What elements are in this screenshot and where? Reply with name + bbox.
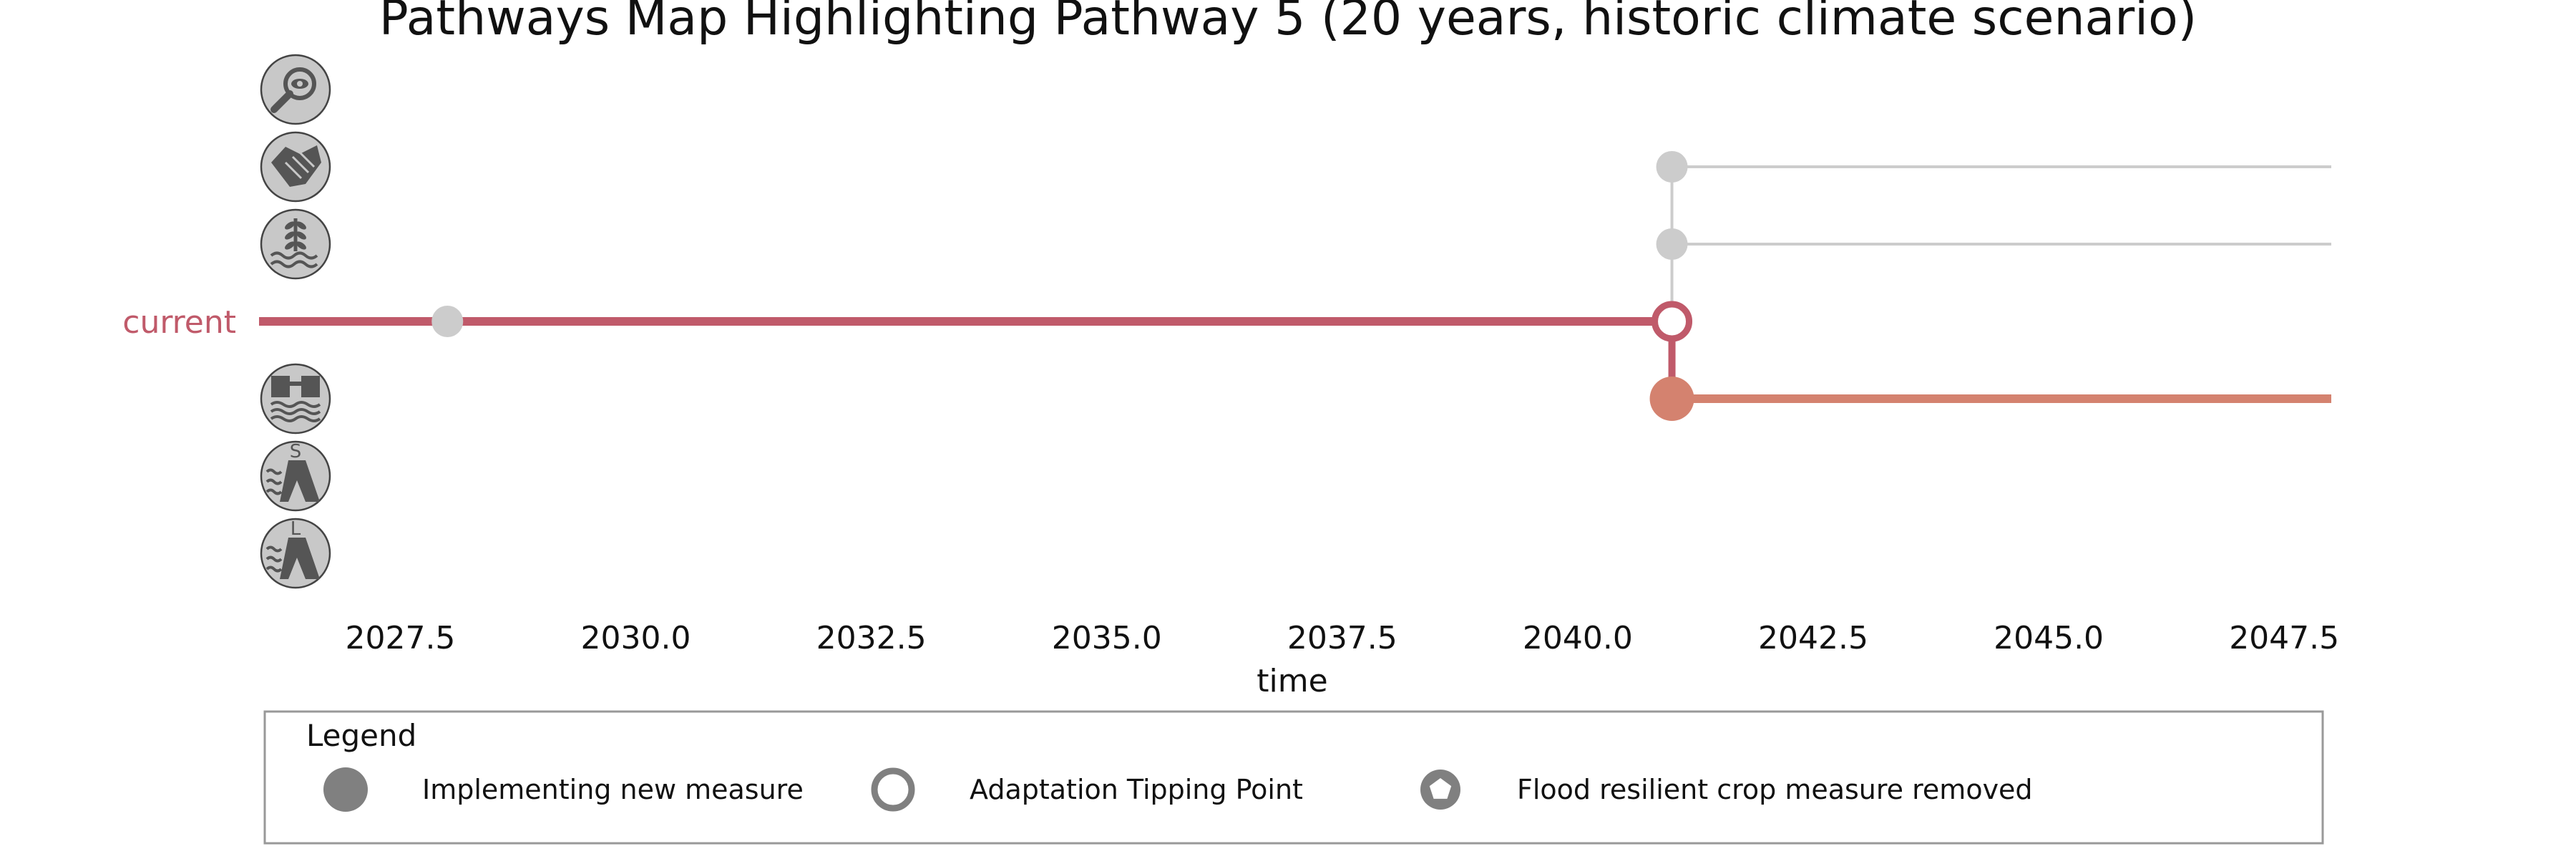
pathway-markers [431, 151, 1694, 421]
icon-badge [260, 363, 331, 435]
x-axis-label: time [1257, 663, 1327, 699]
pathway-segments [259, 165, 2331, 403]
handshake-icon [260, 131, 331, 203]
current-label: current [122, 304, 236, 341]
wave [265, 545, 283, 553]
measure-icons: SL [260, 54, 331, 589]
x-tick-label: 2032.5 [816, 620, 927, 656]
hands [271, 145, 321, 187]
x-tick-label: 2030.0 [581, 620, 691, 656]
wave [265, 555, 283, 563]
magnifier-eye-icon [260, 54, 331, 125]
x-axis-ticks: 2027.5 2030.0 2032.5 2035.0 2037.5 2040.0 2042… [345, 620, 2339, 656]
gate [290, 382, 301, 386]
legend-marker-implementing [323, 767, 368, 812]
implementing-marker [1656, 228, 1688, 260]
wave [270, 251, 318, 260]
icon-badge [260, 54, 331, 125]
leaf [285, 241, 295, 250]
wave [265, 478, 283, 485]
legend-marker-tipping [871, 767, 915, 812]
wave [270, 260, 318, 268]
wave [265, 468, 283, 475]
dike-letter: S [290, 441, 302, 462]
pupil [297, 81, 303, 87]
dike [280, 538, 320, 579]
dike-letter: L [291, 518, 301, 540]
wave [265, 566, 283, 573]
x-tick-label: 2027.5 [345, 620, 455, 656]
legend: Legend Implementing new measure Adaptatio… [263, 710, 2324, 845]
wall-right [301, 376, 320, 397]
lens [283, 67, 316, 100]
wall-left [271, 376, 290, 397]
implementing-marker [1656, 151, 1688, 183]
handle [270, 90, 293, 113]
legend-pentagon [1429, 778, 1452, 799]
small-dike-icon: S [260, 440, 331, 512]
dike [280, 460, 320, 502]
wave [270, 408, 321, 415]
x-tick-label: 2037.5 [1287, 620, 1397, 656]
legend-frame [263, 710, 2324, 845]
tipping-point-marker [1652, 301, 1693, 342]
crop-water-icon [260, 208, 331, 280]
legend-title: Legend [306, 718, 416, 753]
legend-label: Adaptation Tipping Point [970, 774, 1303, 805]
floodwall-icon [260, 363, 331, 435]
leaf [296, 231, 306, 240]
wave [265, 488, 283, 495]
leaf [285, 231, 295, 240]
legend-label: Flood resilient crop measure removed [1517, 774, 2033, 805]
implementing-marker [431, 306, 464, 337]
x-tick-label: 2045.0 [1994, 620, 2104, 656]
x-tick-label: 2035.0 [1052, 620, 1162, 656]
x-tick-label: 2042.5 [1758, 620, 1868, 656]
wave [270, 401, 321, 408]
legend-label: Implementing new measure [422, 774, 804, 805]
leaf [296, 221, 306, 230]
chart-title: Pathways Map Highlighting Pathway 5 (20 … [379, 0, 2197, 47]
x-tick-label: 2040.0 [1523, 620, 1633, 656]
implementing-marker [1649, 377, 1694, 421]
wave [270, 415, 321, 422]
leaf [296, 241, 306, 250]
leaf [285, 221, 295, 230]
x-tick-label: 2047.5 [2229, 620, 2339, 656]
large-dike-icon: L [260, 518, 331, 589]
fingers [284, 151, 316, 180]
